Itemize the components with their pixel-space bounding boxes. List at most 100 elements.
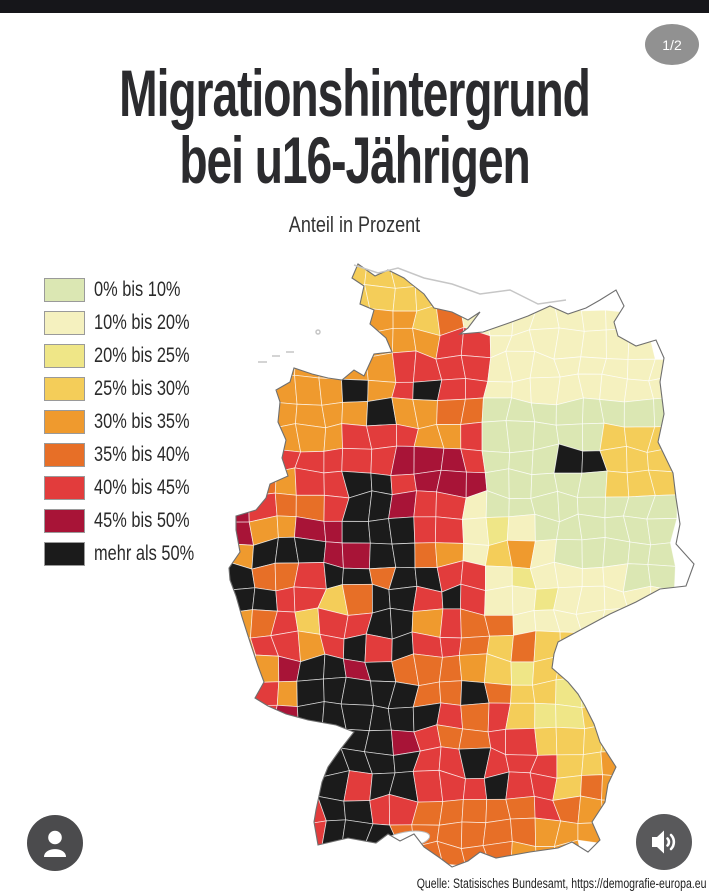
- district-cell: [461, 517, 490, 546]
- legend-swatch: [44, 277, 85, 302]
- district-cell: [294, 374, 323, 406]
- district-cell: [436, 378, 466, 401]
- district-cell: [581, 537, 606, 570]
- district-cell: [599, 630, 628, 661]
- district-cell: [625, 607, 655, 640]
- district-cell: [367, 518, 393, 545]
- legend-item: 25% bis 30%: [44, 376, 234, 401]
- district-cell: [508, 497, 536, 518]
- district-cell: [599, 422, 627, 452]
- district-cell: [623, 398, 656, 428]
- district-cell: [605, 328, 630, 360]
- district-cell: [580, 676, 603, 709]
- district-cell: [246, 423, 275, 453]
- district-cell: [251, 351, 277, 378]
- district-cell: [229, 750, 251, 777]
- avatar-button[interactable]: [27, 815, 83, 871]
- district-cell: [294, 845, 323, 867]
- district-cell: [248, 775, 278, 803]
- speaker-icon: [652, 830, 676, 854]
- district-cell: [483, 682, 512, 704]
- district-cell: [294, 351, 323, 379]
- district-cell: [413, 490, 437, 518]
- district-cell: [322, 306, 347, 335]
- district-cell: [414, 281, 440, 312]
- district-cell: [412, 653, 443, 687]
- district-cell: [460, 821, 487, 850]
- district-cell: [460, 421, 483, 452]
- district-cell: [293, 562, 327, 590]
- district-cell: [387, 706, 415, 733]
- district-cell: [341, 567, 373, 586]
- district-cell: [364, 633, 393, 663]
- district-cell: [391, 327, 417, 354]
- district-cell: [275, 586, 296, 613]
- district-cell: [484, 614, 514, 637]
- district-cell: [341, 378, 369, 403]
- district-cell: [300, 282, 323, 313]
- district-cell: [229, 423, 252, 453]
- legend-item: 30% bis 35%: [44, 409, 234, 434]
- district-cell: [555, 726, 586, 756]
- legend-label: 20% bis 25%: [94, 343, 190, 367]
- district-cell: [605, 309, 632, 331]
- district-cell: [434, 516, 464, 544]
- district-cell: [505, 795, 536, 820]
- district-cell: [577, 513, 606, 541]
- district-cell: [458, 653, 488, 684]
- district-cell: [341, 447, 373, 474]
- legend-item: 35% bis 40%: [44, 442, 234, 467]
- legend-swatch: [44, 508, 85, 533]
- district-cell: [391, 350, 417, 383]
- district-cell: [435, 282, 467, 310]
- district-cell: [460, 354, 492, 382]
- district-cell: [296, 264, 323, 288]
- district-cell: [481, 420, 511, 454]
- district-cell: [388, 516, 416, 545]
- district-cell: [247, 471, 277, 497]
- district-cell: [576, 470, 608, 498]
- legend-label: 30% bis 35%: [94, 409, 190, 433]
- district-cell: [230, 445, 252, 475]
- district-cells: [229, 264, 680, 867]
- page-title: Migrationshintergrund bei u16-Jährigen: [106, 60, 602, 194]
- district-cell: [274, 467, 297, 496]
- district-cell: [298, 730, 323, 755]
- district-cell: [300, 307, 326, 335]
- district-cell: [505, 727, 539, 756]
- district-cell: [436, 724, 464, 750]
- district-cell: [649, 585, 680, 614]
- district-cell: [294, 467, 325, 496]
- legend-swatch: [44, 409, 85, 434]
- district-cell: [553, 327, 585, 360]
- district-cell: [321, 843, 343, 867]
- legend-label: 10% bis 20%: [94, 310, 190, 334]
- district-cell: [554, 304, 585, 332]
- page-indicator-label: 1/2: [662, 36, 682, 53]
- district-cell: [296, 701, 325, 733]
- district-cell: [458, 728, 492, 750]
- district-cell: [627, 541, 652, 565]
- district-cell: [392, 285, 418, 312]
- legend-swatch: [44, 343, 85, 368]
- district-cell: [364, 284, 396, 312]
- district-cell: [600, 750, 633, 778]
- legend-swatch: [44, 541, 85, 566]
- district-cell: [505, 420, 536, 454]
- district-cell: [534, 726, 558, 756]
- legend-item: 0% bis 10%: [44, 277, 234, 302]
- district-cell: [297, 749, 324, 778]
- district-cell: [581, 751, 603, 776]
- district-cell: [272, 723, 303, 756]
- sound-button[interactable]: [636, 814, 692, 870]
- district-cell: [580, 329, 607, 359]
- district-cell: [555, 676, 583, 709]
- district-cell: [229, 705, 249, 728]
- district-cell: [321, 286, 350, 313]
- district-cell: [438, 799, 464, 826]
- district-cell: [412, 379, 443, 401]
- country-outline: [228, 263, 695, 868]
- legend-swatch: [44, 475, 85, 500]
- legend-swatch: [44, 376, 85, 401]
- district-cell: [341, 542, 371, 570]
